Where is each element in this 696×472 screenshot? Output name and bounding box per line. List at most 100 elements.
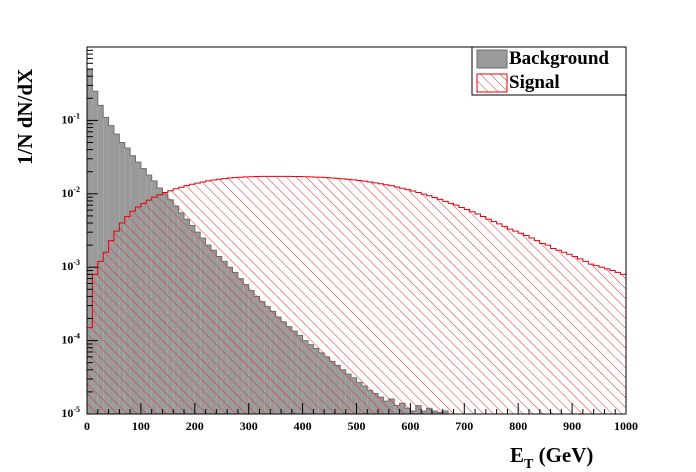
signal-bin (270, 176, 276, 414)
x-tick-label: 200 (186, 419, 204, 433)
signal-bin (243, 176, 249, 414)
signal-bin (528, 237, 535, 414)
signal-bin (378, 183, 384, 414)
signal-bin (356, 180, 362, 414)
signal-bin (275, 176, 282, 414)
x-tick-label: 500 (348, 419, 366, 433)
signal-bin (550, 248, 556, 414)
signal-bin (248, 176, 255, 414)
signal-bin (399, 188, 406, 414)
signal-bin (512, 231, 519, 414)
signal-bin (588, 264, 594, 414)
signal-bin (189, 184, 195, 414)
signal-bin (453, 205, 459, 414)
signal-bin (604, 268, 610, 414)
x-tick-label: 700 (455, 419, 473, 433)
signal-bin (442, 201, 449, 414)
signal-bin (173, 188, 179, 414)
signal-bin (334, 178, 341, 414)
signal-bin (361, 181, 368, 414)
x-tick-label: 100 (132, 419, 150, 433)
x-tick-label: 900 (563, 419, 581, 433)
signal-bin (205, 180, 211, 414)
signal-bin (491, 221, 497, 414)
signal-bin (566, 254, 573, 414)
signal-bin (458, 207, 465, 414)
signal-bin (124, 216, 131, 414)
y-tick-label: 10-4 (61, 332, 80, 347)
signal-bin (367, 181, 373, 414)
signal-bin (351, 179, 357, 414)
signal-bin (502, 226, 508, 414)
signal-bin (469, 211, 476, 414)
background-bin (92, 91, 98, 415)
x-tick-label: 400 (294, 419, 312, 433)
signal-bin (297, 176, 303, 414)
signal-bin (162, 192, 168, 414)
x-axis-title: ET (GeV) (510, 443, 593, 472)
signal-histogram (86, 175, 626, 414)
signal-bin (140, 203, 147, 414)
signal-bin (593, 265, 600, 414)
signal-bin (410, 191, 416, 414)
signal-bin (383, 184, 389, 414)
signal-bin (92, 274, 98, 414)
signal-bin (523, 235, 529, 414)
background-bin (97, 105, 104, 414)
signal-bin (561, 252, 567, 414)
y-tick-label: 10-5 (61, 405, 80, 420)
signal-bin (431, 197, 438, 414)
signal-bin (146, 200, 152, 414)
signal-bin (620, 274, 626, 414)
signal-bin (259, 176, 265, 414)
signal-bin (534, 240, 540, 414)
signal-bin (426, 195, 432, 414)
signal-bin (577, 258, 583, 414)
y-tick-label: 10-3 (61, 258, 80, 273)
signal-bin (237, 177, 244, 414)
x-tick-label: 300 (240, 419, 258, 433)
signal-bin (200, 181, 206, 414)
signal-bin (227, 178, 233, 414)
signal-bin (485, 219, 492, 414)
background-bin (87, 69, 93, 414)
signal-bin (405, 189, 411, 414)
legend-label-signal: Signal (509, 72, 560, 93)
x-tick-label: 800 (509, 419, 527, 433)
signal-bin (475, 214, 481, 414)
signal-bin (210, 180, 217, 414)
x-tick-label: 600 (401, 419, 419, 433)
x-tick-label: 0 (84, 419, 90, 433)
signal-bin (130, 211, 136, 414)
signal-bin (545, 245, 551, 414)
signal-bin (286, 176, 292, 414)
signal-bin (119, 223, 125, 414)
signal-bin (345, 179, 352, 414)
signal-bin (555, 250, 562, 414)
signal-bin (421, 194, 427, 414)
signal-bin (178, 187, 185, 414)
signal-bin (464, 209, 470, 414)
signal-bin (609, 270, 616, 414)
signal-bin (518, 233, 524, 414)
signal-bin (307, 176, 314, 414)
signal-bin (599, 267, 605, 414)
signal-bin (291, 176, 298, 414)
signal-bin (103, 252, 109, 414)
signal-bin (221, 178, 228, 414)
signal-bin (254, 176, 260, 414)
signal-bin (87, 327, 93, 414)
signal-bin (313, 177, 319, 414)
signal-bin (615, 272, 621, 414)
signal-bin (194, 183, 201, 414)
signal-bin (324, 177, 330, 414)
y-tick-label: 10-2 (61, 185, 80, 200)
signal-bin (108, 240, 114, 414)
signal-bin (264, 176, 271, 414)
signal-bin (496, 223, 503, 414)
signal-bin (437, 199, 443, 414)
signal-bin (157, 194, 163, 414)
signal-bin (113, 231, 120, 414)
signal-bin (372, 182, 379, 414)
